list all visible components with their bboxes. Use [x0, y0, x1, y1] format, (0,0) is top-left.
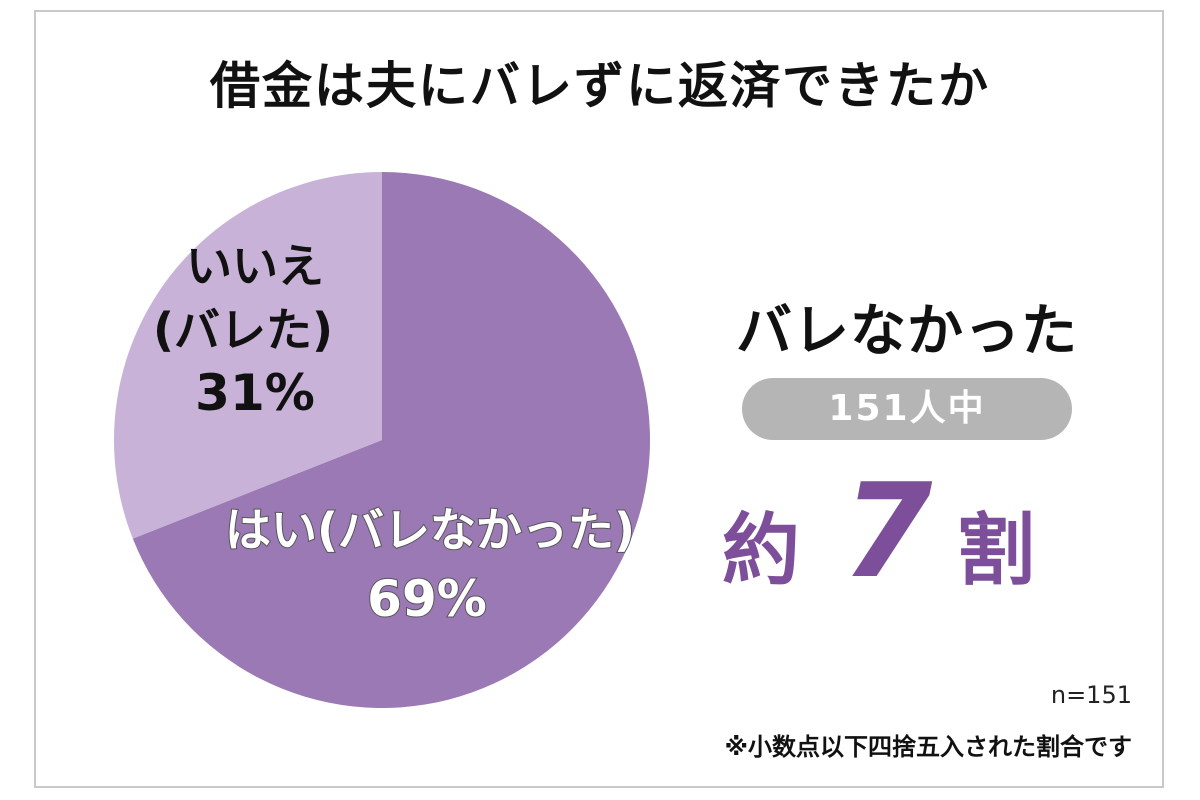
result-summary: 約 7 割 [692, 460, 1092, 596]
respondent-count-badge: 151人中 [742, 378, 1072, 440]
slice-label-yes: はい(バレなかった) [225, 503, 635, 557]
slice-label-no-line1: いいえ [186, 239, 324, 293]
chart-title: 借金は夫にバレずに返済できたか [210, 57, 990, 115]
summary-suffix: 割 [957, 506, 1036, 596]
slice-value-yes: 69% [367, 570, 487, 628]
summary-number: 7 [842, 455, 933, 607]
pie-slice-no [113, 172, 382, 539]
summary-prefix: 約 [722, 506, 801, 596]
pie-slice-yes [132, 172, 650, 709]
slice-label-no-line2: (バレた) [153, 303, 333, 357]
rounding-footnote: ※小数点以下四捨五入された割合です [724, 733, 1132, 761]
sample-size-note: n=151 [1050, 681, 1132, 709]
slice-value-no: 31% [195, 364, 315, 422]
result-headline: バレなかった [736, 299, 1078, 364]
